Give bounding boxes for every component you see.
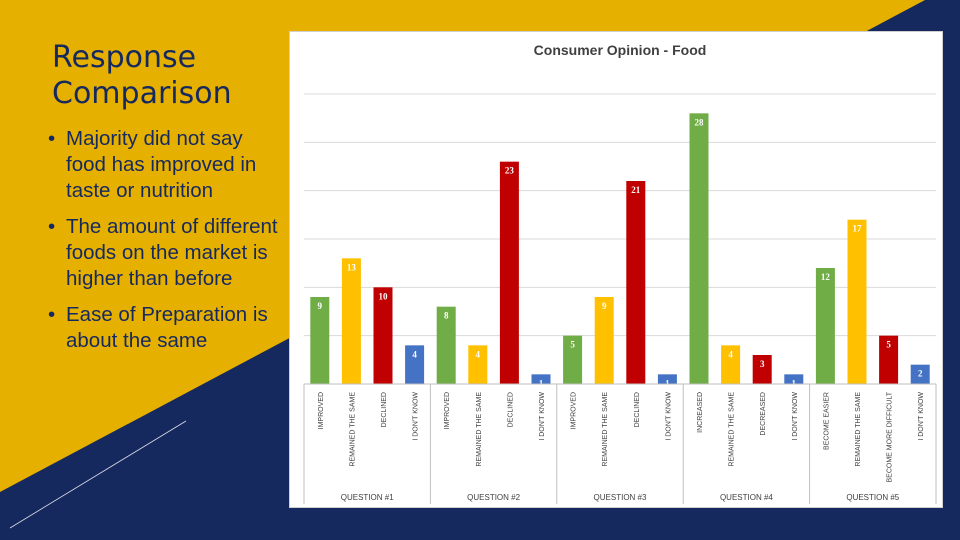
- group-label: QUESTION #3: [594, 493, 647, 502]
- bullet-text: Majority did not say food has improved i…: [66, 127, 257, 202]
- bar: [879, 335, 899, 384]
- bars: 9 13 10 4 8 4 23 1 5 9 21 1 28 4 3 1 12 17 5 2: [310, 113, 930, 388]
- gridlines: [304, 93, 936, 337]
- data-label: 23: [505, 166, 515, 176]
- bar: [499, 161, 519, 384]
- category-label: I DON'T KNOW: [918, 392, 925, 441]
- bar: [626, 181, 646, 384]
- category-label: I DON'T KNOW: [539, 392, 546, 441]
- bar: [847, 219, 867, 384]
- data-label: 9: [602, 301, 607, 311]
- bar: [594, 297, 614, 384]
- bar: [436, 306, 456, 384]
- data-label: 1: [539, 378, 544, 388]
- bar: [752, 355, 772, 384]
- data-label: 12: [821, 272, 831, 282]
- data-label: 5: [886, 340, 891, 350]
- chart-panel: Consumer Opinion - Food 9 13 10 4 8 4 23 1 5 9 21 1…: [289, 31, 943, 508]
- data-label: 9: [318, 301, 323, 311]
- category-label: REMAINED THE SAME: [602, 392, 609, 467]
- slide-title: Response Comparison: [52, 40, 232, 111]
- category-label: I DON'T KNOW: [792, 392, 799, 441]
- chart-title: Consumer Opinion - Food: [534, 42, 707, 58]
- data-label: 4: [728, 349, 733, 359]
- bullet-item: • Majority did not say food has improved …: [48, 126, 278, 204]
- bar-chart: Consumer Opinion - Food 9131048423159211…: [303, 42, 937, 504]
- group-label: QUESTION #5: [846, 493, 899, 502]
- data-label: 2: [918, 369, 923, 379]
- bullet-list: • Majority did not say food has improved …: [48, 126, 278, 364]
- bar: [468, 345, 488, 384]
- bar: [910, 364, 930, 384]
- data-label: 4: [476, 349, 481, 359]
- data-label: 28: [695, 117, 705, 127]
- bar: [689, 113, 709, 384]
- category-label: IMPROVED: [444, 392, 451, 429]
- bullet-text: Ease of Preparation is about the same: [66, 303, 268, 352]
- category-label: INCREASED: [697, 392, 704, 433]
- category-axis: IMPROVED REMAINED THE SAME DECLINED I DON'T…: [303, 383, 937, 504]
- bar: [310, 297, 330, 384]
- bullet-item: • The amount of different foods on the ma…: [48, 214, 278, 292]
- category-label: DECLINED: [634, 392, 641, 427]
- bullet-dot-icon: •: [48, 127, 56, 150]
- group-label: QUESTION #1: [341, 493, 394, 502]
- data-label: 5: [570, 340, 575, 350]
- category-label: DECLINED: [381, 392, 388, 427]
- category-label: REMAINED THE SAME: [349, 392, 356, 467]
- data-label: 13: [347, 262, 357, 272]
- data-label: 17: [853, 224, 863, 234]
- bar: [373, 287, 393, 384]
- category-label: BECOME MORE DIFFICULT: [887, 391, 894, 482]
- bar: [721, 345, 741, 384]
- category-label: REMAINED THE SAME: [476, 392, 483, 467]
- category-label: DECREASED: [760, 392, 767, 436]
- group-label: QUESTION #4: [720, 493, 773, 502]
- category-label: BECOME EASIER: [823, 392, 830, 450]
- bar: [405, 345, 425, 384]
- data-label: 1: [665, 378, 670, 388]
- bullet-text: The amount of different foods on the mar…: [66, 215, 278, 290]
- category-label: IMPROVED: [318, 392, 325, 429]
- bar: [341, 258, 361, 384]
- category-label: IMPROVED: [571, 392, 578, 429]
- data-label: 10: [379, 291, 389, 301]
- bullet-dot-icon: •: [48, 215, 56, 238]
- data-label: 4: [412, 349, 417, 359]
- data-label: 1: [792, 378, 797, 388]
- decorative-line: [9, 420, 187, 529]
- data-label: 8: [444, 311, 449, 321]
- bar: [657, 374, 677, 384]
- category-label: REMAINED THE SAME: [855, 392, 862, 467]
- bullet-dot-icon: •: [48, 303, 56, 326]
- data-label: 21: [631, 185, 641, 195]
- bar: [563, 335, 583, 384]
- category-label: I DON'T KNOW: [665, 392, 672, 441]
- group-label: QUESTION #2: [467, 493, 520, 502]
- data-label: 3: [760, 359, 765, 369]
- bar: [531, 374, 551, 384]
- category-label: I DON'T KNOW: [413, 392, 420, 441]
- bar: [815, 268, 835, 384]
- bar: [784, 374, 804, 384]
- bullet-item: • Ease of Preparation is about the same: [48, 302, 278, 354]
- category-label: REMAINED THE SAME: [729, 392, 736, 467]
- category-label: DECLINED: [507, 392, 514, 427]
